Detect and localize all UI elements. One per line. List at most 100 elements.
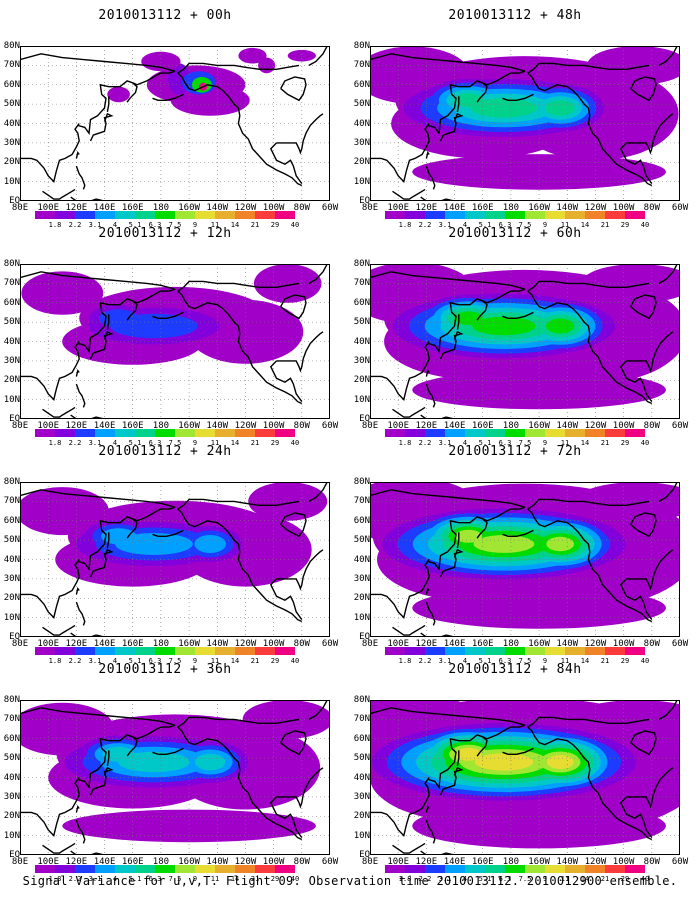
map-panel: 2010013112 + 84h 80N 70N 60N 50N 40N 30N 20N 10N… bbox=[350, 662, 688, 883]
coastline bbox=[75, 368, 80, 377]
coastline bbox=[502, 93, 534, 101]
colorbar-label: 14 bbox=[230, 657, 240, 665]
coastline bbox=[439, 330, 464, 360]
coastline bbox=[630, 76, 657, 102]
coastline bbox=[630, 512, 657, 538]
colorbar-label: 40 bbox=[290, 439, 300, 447]
colorbar-swatch bbox=[445, 211, 465, 219]
variance-contour bbox=[587, 46, 680, 85]
colorbar-label: 11 bbox=[210, 875, 220, 883]
coastline bbox=[439, 766, 464, 796]
colorbar-label: 1.8 bbox=[48, 657, 62, 665]
colorbar-label: 29 bbox=[270, 657, 280, 665]
colorbar-swatch bbox=[565, 429, 585, 437]
variance-map bbox=[370, 700, 680, 855]
longitude-tick-label: 140W bbox=[206, 203, 229, 213]
latitude-tick-label: 70N bbox=[3, 278, 20, 289]
colorbar-label: 2.2 bbox=[68, 657, 82, 665]
colorbar-label: 1.8 bbox=[398, 221, 412, 229]
colorbar-label: 4 bbox=[462, 439, 468, 447]
colorbar-swatch bbox=[275, 647, 295, 655]
coastline bbox=[89, 330, 114, 360]
latitude-tick-label: 10N bbox=[353, 612, 370, 623]
colorbar-swatch bbox=[625, 211, 645, 219]
longitude-tick-label: 100E bbox=[387, 639, 410, 649]
coastline bbox=[177, 726, 303, 841]
colorbar-label: 2.2 bbox=[418, 875, 432, 883]
colorbar-label: 11 bbox=[560, 221, 570, 229]
coastline bbox=[370, 707, 526, 726]
coastline bbox=[502, 311, 534, 319]
colorbar-swatch bbox=[135, 865, 155, 873]
variance-map bbox=[20, 700, 330, 855]
coastline bbox=[425, 819, 436, 844]
coastline bbox=[177, 290, 303, 405]
longitude-tick-label: 160W bbox=[178, 857, 200, 867]
latitude-tick-label: 60N bbox=[353, 79, 370, 90]
colorbar-label: 3.1 bbox=[438, 657, 452, 665]
colorbar-swatch bbox=[235, 211, 255, 219]
coastline bbox=[89, 112, 114, 142]
longitude-tick-label: 80E bbox=[361, 857, 379, 867]
colorbar-label: 1.8 bbox=[398, 875, 412, 883]
map-frame bbox=[20, 482, 330, 637]
latitude-tick-label: 40N bbox=[3, 554, 20, 565]
colorbar-swatch bbox=[35, 865, 55, 873]
colorbar-label: 6.3 bbox=[148, 221, 162, 229]
longitude-tick-label: 80E bbox=[361, 421, 379, 431]
colorbar-label: 9 bbox=[542, 875, 548, 883]
colorbar-swatch bbox=[75, 865, 95, 873]
longitude-tick-label: 100W bbox=[262, 203, 285, 213]
map-panel: 2010013112 + 72h 80N 70N 60N 50N 40N 30N 20N 10N… bbox=[350, 444, 688, 665]
colorbar-label: 14 bbox=[580, 657, 590, 665]
longitude-tick-label: 120E bbox=[415, 857, 438, 867]
colorbar-label: 14 bbox=[230, 875, 240, 883]
coastline bbox=[42, 842, 76, 854]
longitude-tick-label: 100W bbox=[612, 421, 635, 431]
longitude-tick-label: 60W bbox=[321, 857, 339, 867]
colorbar-swatch bbox=[445, 647, 465, 655]
colorbar-swatch bbox=[195, 865, 215, 873]
panel-title: 2010013112 + 60h bbox=[448, 226, 582, 241]
colorbar-label: 14 bbox=[230, 439, 240, 447]
colorbar-label: 5.1 bbox=[128, 657, 142, 665]
latitude-tick-label: 10N bbox=[353, 394, 370, 405]
variance-contour bbox=[102, 746, 135, 762]
colorbar-label: 7.5 bbox=[518, 221, 532, 229]
colorbar-swatch bbox=[195, 211, 215, 219]
latitude-tick-label: 20N bbox=[353, 593, 370, 604]
longitude-tick-label: 120W bbox=[584, 203, 607, 213]
colorbar-swatch bbox=[115, 865, 135, 873]
map-frame bbox=[370, 46, 680, 201]
variance-contour bbox=[474, 753, 534, 771]
latitude-tick-label: 60N bbox=[353, 515, 370, 526]
colorbar-label: 2.2 bbox=[418, 221, 432, 229]
colorbar-label: 1.8 bbox=[398, 439, 412, 447]
colorbar-label: 21 bbox=[250, 657, 260, 665]
colorbar-label: 4 bbox=[462, 657, 468, 665]
longitude-tick-label: 160W bbox=[528, 203, 550, 213]
variance-map bbox=[20, 482, 330, 637]
colorbar-label: 9 bbox=[542, 221, 548, 229]
coastline bbox=[456, 96, 460, 113]
colorbar-swatch bbox=[215, 865, 235, 873]
variance-contour bbox=[570, 700, 680, 739]
coastline bbox=[269, 578, 303, 621]
coastline bbox=[276, 549, 324, 591]
coastline bbox=[177, 716, 300, 728]
coastline bbox=[476, 300, 488, 321]
map-panel: 2010013112 + 12h 80N 70N 60N 50N 40N 30N 20N 10N… bbox=[0, 226, 338, 447]
coastline bbox=[20, 506, 176, 620]
longitude-tick-label: 60W bbox=[671, 203, 689, 213]
colorbar-swatch bbox=[625, 865, 645, 873]
longitude-tick-label: 140W bbox=[556, 639, 579, 649]
map-plot-area bbox=[20, 482, 330, 637]
longitude-tick-label: 100E bbox=[37, 857, 60, 867]
latitude-tick-label: 10N bbox=[353, 830, 370, 841]
latitude-tick-label: 20N bbox=[353, 811, 370, 822]
longitude-tick-label: 120E bbox=[65, 203, 88, 213]
colorbar-label: 11 bbox=[560, 875, 570, 883]
longitude-tick-label: 60W bbox=[671, 421, 689, 431]
longitude-tick-label: 160E bbox=[121, 639, 144, 649]
latitude-tick-label: 80N bbox=[353, 41, 370, 51]
